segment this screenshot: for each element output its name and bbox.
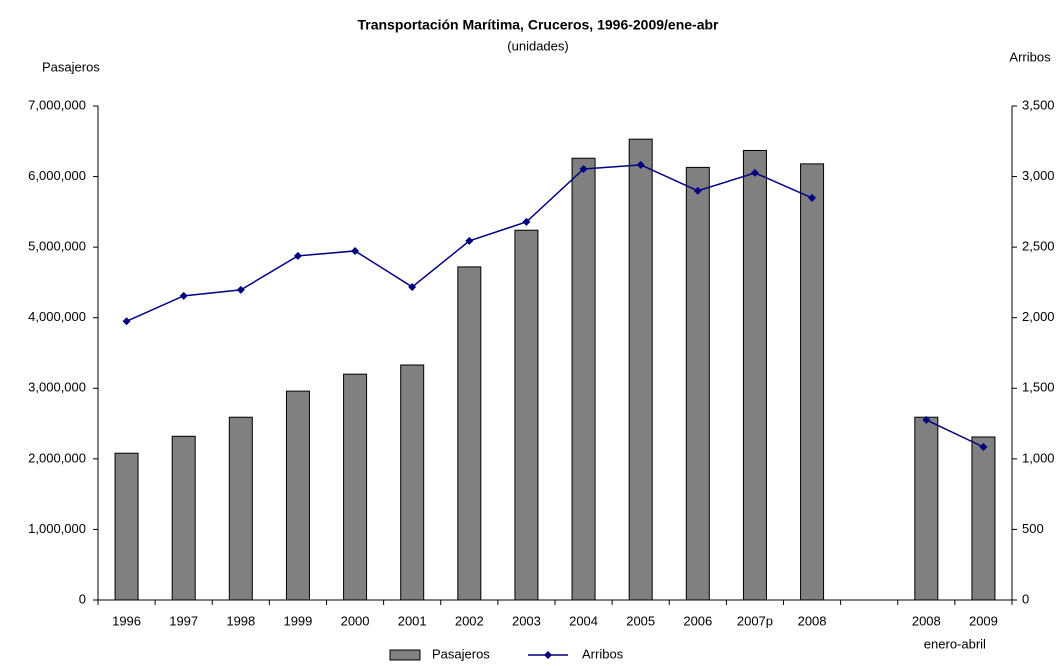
- x-tick-label: 2005: [626, 613, 655, 628]
- x-tick-label: 2004: [569, 613, 598, 628]
- marker: [351, 246, 360, 255]
- x-tick-label: 1999: [283, 613, 312, 628]
- marker: [465, 236, 474, 245]
- bar: [114, 452, 139, 601]
- x-tick-label: 2008: [912, 613, 941, 628]
- legend-marker: [544, 651, 552, 659]
- y2-tick-label: 3,500: [1022, 97, 1055, 112]
- marker: [522, 217, 531, 226]
- y-tick-label: 0: [79, 591, 86, 606]
- line: [126, 164, 984, 448]
- x-tick-label: 1998: [226, 613, 255, 628]
- bar: [514, 229, 539, 601]
- legend-label: Pasajeros: [432, 646, 490, 661]
- y2-tick-label: 2,000: [1022, 309, 1055, 324]
- y-tick-label: 2,000,000: [28, 450, 86, 465]
- marker: [579, 164, 588, 173]
- y-tick-label: 7,000,000: [28, 97, 86, 112]
- y2-tick-label: 500: [1022, 521, 1044, 536]
- x-tick-label: 2007p: [737, 613, 773, 628]
- y2-tick-label: 1,000: [1022, 450, 1055, 465]
- marker: [808, 193, 817, 202]
- y2-tick-label: 1,500: [1022, 380, 1055, 395]
- legend-swatch: [389, 649, 421, 661]
- bar: [343, 373, 368, 601]
- chart-title: Transportación Marítima, Cruceros, 1996-…: [357, 17, 719, 33]
- bar: [171, 435, 196, 601]
- bar: [971, 436, 996, 601]
- x-tick-label: 1996: [112, 613, 141, 628]
- y-axis-title: Pasajeros: [42, 59, 100, 74]
- x-tick-label: 1997: [169, 613, 198, 628]
- y-tick-label: 5,000,000: [28, 239, 86, 254]
- marker: [636, 160, 645, 169]
- y2-tick-label: 2,500: [1022, 239, 1055, 254]
- marker: [922, 415, 931, 424]
- marker: [293, 251, 302, 260]
- y2-tick-label: 0: [1022, 591, 1029, 606]
- x-tick-label: 2003: [512, 613, 541, 628]
- marker: [122, 317, 131, 326]
- marker: [236, 285, 245, 294]
- x-tick-label: 2008: [798, 613, 827, 628]
- x-tick-label: 2002: [455, 613, 484, 628]
- y-tick-label: 1,000,000: [28, 521, 86, 536]
- y-tick-label: 3,000,000: [28, 380, 86, 395]
- bar: [571, 157, 596, 601]
- bar: [742, 149, 767, 601]
- bar: [400, 364, 425, 601]
- marker: [979, 443, 988, 452]
- legend-label: Arribos: [582, 646, 624, 661]
- marker: [179, 291, 188, 300]
- bar: [800, 163, 825, 601]
- marker: [750, 168, 759, 177]
- bar: [914, 416, 939, 601]
- x-tick-label: 2000: [341, 613, 370, 628]
- y-tick-label: 4,000,000: [28, 309, 86, 324]
- bar: [457, 266, 482, 601]
- x-tick-label: 2006: [683, 613, 712, 628]
- bar: [628, 138, 653, 601]
- x-tick-label: 2009: [969, 613, 998, 628]
- marker: [693, 186, 702, 195]
- bar: [685, 166, 710, 601]
- y2-tick-label: 3,000: [1022, 168, 1055, 183]
- bar: [228, 416, 253, 601]
- marker: [408, 282, 417, 291]
- y2-axis-title: Arribos: [1009, 49, 1051, 64]
- x-tick-label: 2001: [398, 613, 427, 628]
- chart-subtitle: (unidades): [507, 38, 568, 53]
- y-tick-label: 6,000,000: [28, 168, 86, 183]
- annotation: enero-abril: [924, 636, 986, 651]
- bar: [285, 390, 310, 601]
